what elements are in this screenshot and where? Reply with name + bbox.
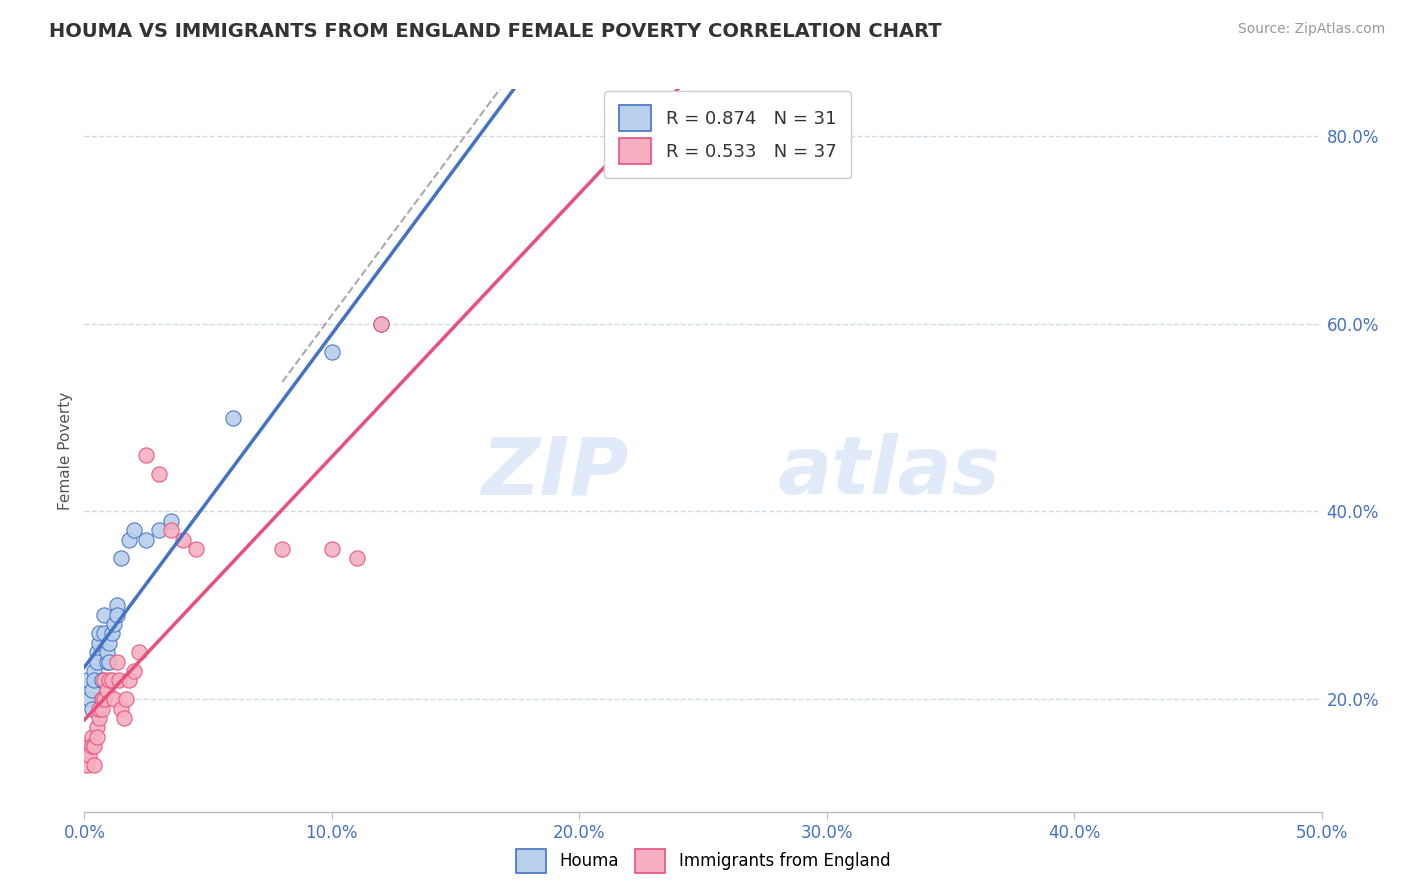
Point [103, 692, 125, 706]
Point [89, 701, 111, 715]
Point [135, 533, 157, 547]
Point [148, 467, 170, 481]
Point [118, 533, 141, 547]
Y-axis label: Female Poverty: Female Poverty [58, 392, 73, 509]
Point [86, 730, 108, 744]
Point [160, 523, 183, 537]
Text: atlas: atlas [778, 434, 1000, 511]
Point [96, 655, 118, 669]
Point [90, 692, 112, 706]
Point [128, 645, 150, 659]
Point [76, 748, 98, 763]
Legend: Houma, Immigrants from England: Houma, Immigrants from England [509, 842, 897, 880]
Point [80, 739, 103, 753]
Point [83, 664, 105, 678]
Point [90, 692, 112, 706]
Point [90, 701, 112, 715]
Point [122, 664, 145, 678]
Point [83, 757, 105, 772]
Point [160, 514, 183, 528]
Text: ZIP: ZIP [481, 434, 628, 511]
Point [83, 739, 105, 753]
Text: HOUMA VS IMMIGRANTS FROM ENGLAND FEMALE POVERTY CORRELATION CHART: HOUMA VS IMMIGRANTS FROM ENGLAND FEMALE … [49, 22, 942, 41]
Point [96, 645, 118, 659]
Point [79, 748, 101, 763]
Point [79, 692, 101, 706]
Point [105, 599, 128, 613]
Point [222, 410, 245, 425]
Point [80, 730, 103, 744]
Point [105, 655, 128, 669]
Point [79, 739, 101, 753]
Point [80, 701, 103, 715]
Point [321, 541, 343, 556]
Point [93, 692, 115, 706]
Point [83, 673, 105, 688]
Point [98, 655, 121, 669]
Point [89, 711, 111, 725]
Point [89, 626, 111, 640]
Point [90, 673, 112, 688]
Point [108, 673, 131, 688]
Point [98, 636, 121, 650]
Point [76, 673, 98, 688]
Text: Source: ZipAtlas.com: Source: ZipAtlas.com [1237, 22, 1385, 37]
Point [346, 551, 368, 566]
Point [135, 448, 157, 462]
Point [103, 617, 125, 632]
Point [370, 317, 392, 331]
Point [86, 720, 108, 734]
Point [172, 533, 194, 547]
Point [148, 523, 170, 537]
Point [122, 523, 145, 537]
Point [93, 607, 115, 622]
Point [105, 607, 128, 622]
Point [96, 682, 118, 697]
Point [86, 655, 108, 669]
Point [110, 551, 132, 566]
Point [321, 345, 343, 359]
Point [271, 541, 294, 556]
Point [76, 757, 98, 772]
Point [184, 541, 207, 556]
Point [98, 673, 121, 688]
Point [93, 626, 115, 640]
Point [110, 701, 132, 715]
Point [112, 711, 135, 725]
Point [115, 692, 138, 706]
Point [80, 682, 103, 697]
Point [100, 626, 122, 640]
Point [118, 673, 141, 688]
Point [86, 645, 108, 659]
Point [93, 673, 115, 688]
Point [370, 317, 392, 331]
Point [100, 673, 122, 688]
Point [89, 636, 111, 650]
Legend: R = 0.874   N = 31, R = 0.533   N = 37: R = 0.874 N = 31, R = 0.533 N = 37 [605, 91, 851, 178]
